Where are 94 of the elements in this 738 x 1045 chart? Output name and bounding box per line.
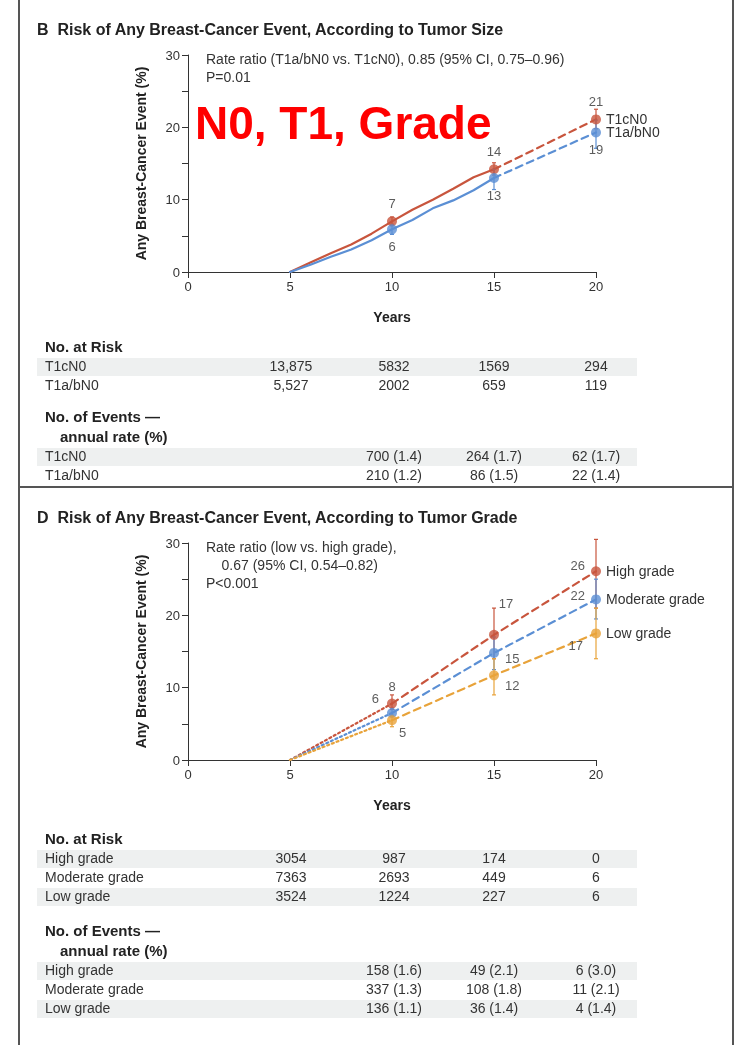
annotation: Rate ratio (T1a/bN0 vs. T1cN0), 0.85 (95% CI, 0.75–0.96) P=0.01 bbox=[206, 51, 565, 85]
x-tick-label: 0 bbox=[184, 279, 192, 294]
category-label: T1cN0 bbox=[45, 358, 87, 374]
text: No. of Events — annual rate (%) bbox=[45, 408, 168, 445]
text: 3054 bbox=[275, 850, 307, 866]
annotation: Rate ratio (low vs. high grade), 0.67 (95% CI, 0.54–0.82) P<0.001 bbox=[206, 539, 397, 591]
y-tick-label: 10 bbox=[165, 680, 180, 696]
text: 119 bbox=[584, 377, 608, 393]
x-tick-label: 15 bbox=[486, 767, 502, 782]
data-label: 15 bbox=[505, 651, 520, 667]
data-label: 17 bbox=[568, 637, 583, 653]
data-label: 8 bbox=[388, 678, 396, 694]
text: 136 (1.1) bbox=[365, 1000, 423, 1016]
x-tick-label: 5 bbox=[286, 767, 294, 782]
x-tick-label: 10 bbox=[384, 767, 400, 782]
category-label: T1a/bN0 bbox=[45, 467, 99, 483]
chart-title: B Risk of Any Breast-Cancer Event, According to Tumor Size bbox=[37, 20, 504, 38]
x-tick-label: 10 bbox=[384, 279, 400, 294]
x-axis-title: Years bbox=[373, 309, 411, 325]
text: 700 (1.4) bbox=[365, 448, 423, 464]
data-label: 6 bbox=[388, 239, 396, 255]
text: 174 bbox=[482, 850, 506, 866]
series-label: High grade bbox=[606, 563, 675, 580]
text: 294 bbox=[584, 358, 608, 374]
text: 11 (2.1) bbox=[572, 981, 620, 997]
y-tick-label: 10 bbox=[165, 192, 180, 208]
text: 7363 bbox=[275, 869, 307, 885]
text: 158 (1.6) bbox=[365, 962, 423, 978]
data-label: 7 bbox=[388, 196, 396, 212]
text: 1224 bbox=[378, 888, 410, 904]
category-label: Low grade bbox=[45, 888, 111, 904]
x-tick-label: 20 bbox=[588, 279, 604, 294]
category-label: T1a/bN0 bbox=[45, 377, 99, 393]
y-tick-label: 30 bbox=[165, 535, 180, 551]
data-label: 6 bbox=[371, 691, 379, 707]
y-tick-label: 20 bbox=[165, 119, 180, 135]
data-label: 26 bbox=[570, 557, 585, 573]
text: 0 bbox=[592, 850, 600, 866]
text: No. at Risk bbox=[45, 830, 123, 847]
text: 659 bbox=[482, 377, 506, 393]
text: 264 (1.7) bbox=[465, 448, 523, 464]
data-label: 22 bbox=[570, 587, 585, 603]
text: 337 (1.3) bbox=[365, 981, 423, 997]
data-label: 19 bbox=[588, 142, 604, 158]
y-tick-label: 30 bbox=[165, 47, 180, 63]
text: 49 (2.1) bbox=[469, 962, 519, 978]
text: 4 (1.4) bbox=[575, 1000, 617, 1016]
y-tick-label: 20 bbox=[165, 607, 180, 623]
text: 22 (1.4) bbox=[571, 467, 621, 483]
text: 5832 bbox=[378, 358, 410, 374]
data-label: 5 bbox=[399, 724, 407, 740]
text: 449 bbox=[482, 869, 506, 885]
text: No. at Risk bbox=[45, 338, 123, 355]
category-label: High grade bbox=[45, 962, 114, 978]
category-label: High grade bbox=[45, 850, 114, 866]
category-label: Moderate grade bbox=[45, 869, 144, 885]
category-label: Moderate grade bbox=[45, 981, 144, 997]
y-tick-label: 0 bbox=[172, 752, 180, 768]
text: 3524 bbox=[275, 888, 307, 904]
data-label: 12 bbox=[505, 677, 520, 693]
text: 5,527 bbox=[273, 377, 309, 393]
text: 86 (1.5) bbox=[469, 467, 519, 483]
category-label: Low grade bbox=[45, 1000, 111, 1016]
text: 2693 bbox=[378, 869, 410, 885]
series-label: Low grade bbox=[606, 625, 672, 642]
text: 227 bbox=[482, 888, 506, 904]
category-label: T1cN0 bbox=[45, 448, 87, 464]
text: 108 (1.8) bbox=[465, 981, 523, 997]
x-tick-label: 0 bbox=[184, 767, 192, 782]
series-label: Moderate grade bbox=[606, 591, 706, 608]
data-label: 14 bbox=[486, 144, 502, 160]
y-axis-title: Any Breast-Cancer Event (%) bbox=[133, 554, 149, 749]
data-label: 17 bbox=[498, 595, 514, 611]
x-axis-title: Years bbox=[373, 797, 411, 813]
y-tick-label: 0 bbox=[172, 264, 180, 280]
x-tick-label: 15 bbox=[486, 279, 502, 294]
text: 2002 bbox=[378, 377, 410, 393]
text: 13,875 bbox=[269, 358, 313, 374]
text: 62 (1.7) bbox=[571, 448, 621, 464]
chart-title: D Risk of Any Breast-Cancer Event, According to Tumor Grade bbox=[37, 508, 518, 526]
y-axis-title: Any Breast-Cancer Event (%) bbox=[133, 66, 149, 261]
text: 210 (1.2) bbox=[365, 467, 423, 483]
text: 36 (1.4) bbox=[469, 1000, 519, 1016]
data-label: 13 bbox=[486, 187, 502, 203]
text: 987 bbox=[382, 850, 406, 866]
x-tick-label: 20 bbox=[588, 767, 604, 782]
text: 6 bbox=[592, 888, 600, 904]
text: 1569 bbox=[478, 358, 510, 374]
data-label: 21 bbox=[588, 94, 604, 110]
series-label: T1a/bN0 bbox=[606, 124, 660, 141]
text: 6 bbox=[592, 869, 600, 885]
x-tick-label: 5 bbox=[286, 279, 294, 294]
text: No. of Events — annual rate (%) bbox=[45, 922, 168, 959]
text: 6 (3.0) bbox=[575, 962, 617, 978]
